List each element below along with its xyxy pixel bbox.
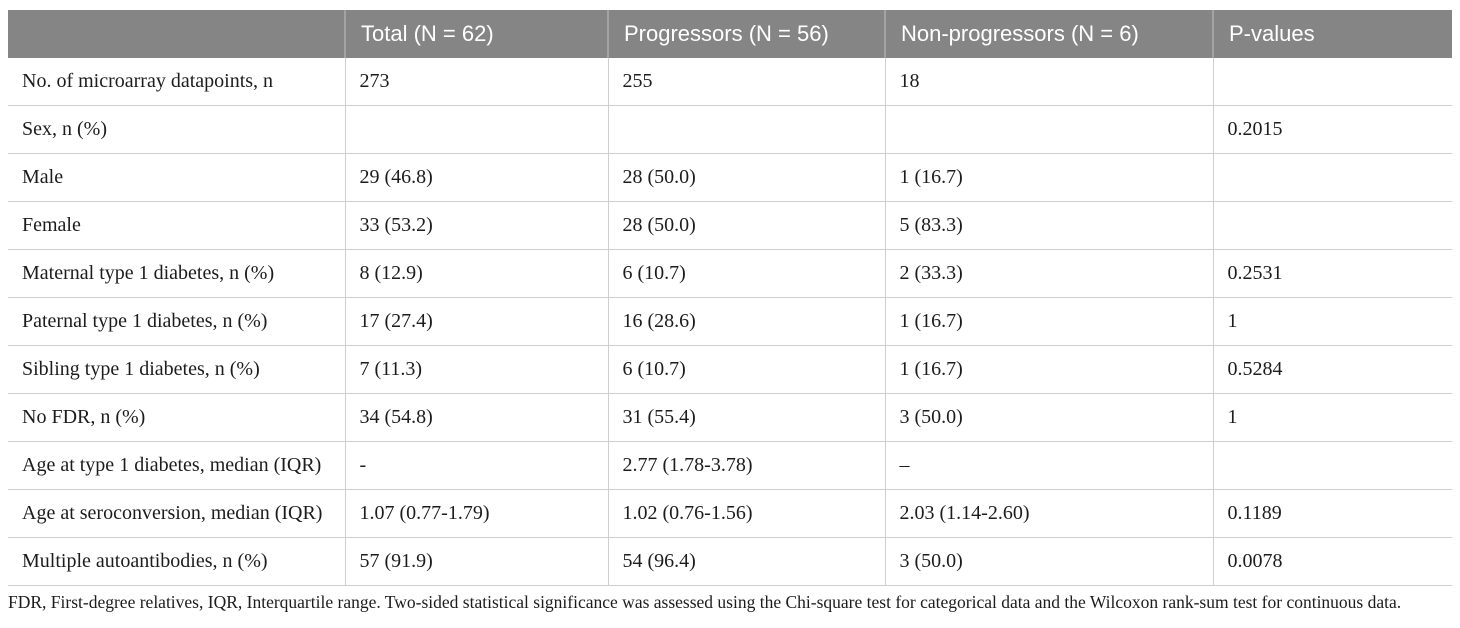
p-value-cell: 1 (1212, 297, 1452, 346)
non-progressors-cell: 1 (16.7) (884, 297, 1213, 346)
p-value-cell: 1 (1212, 393, 1452, 442)
header-total: Total (N = 62) (344, 10, 608, 58)
table-row: Sex, n (%) 0.2015 (8, 105, 1452, 154)
p-value-cell: 0.0078 (1212, 537, 1452, 586)
p-value-cell: 0.2531 (1212, 249, 1452, 298)
non-progressors-cell: 18 (884, 58, 1213, 106)
table-footnote: FDR, First-degree relatives, IQR, Interq… (8, 592, 1402, 612)
table-row: Sibling type 1 diabetes, n (%) 7 (11.3) … (8, 345, 1452, 394)
p-value-cell: 0.5284 (1212, 345, 1452, 394)
total-cell: 7 (11.3) (344, 345, 608, 394)
row-label-cell: Sex, n (%) (8, 105, 345, 154)
header-non-progressors: Non-progressors (N = 6) (884, 10, 1213, 58)
characteristics-table: Total (N = 62) Progressors (N = 56) Non-… (8, 10, 1452, 586)
progressors-cell: 28 (50.0) (607, 201, 885, 250)
progressors-cell: 255 (607, 58, 885, 106)
table-row: No. of microarray datapoints, n 273 255 … (8, 58, 1452, 106)
non-progressors-cell: – (884, 441, 1213, 490)
table-row: Paternal type 1 diabetes, n (%) 17 (27.4… (8, 297, 1452, 346)
p-value-cell (1212, 58, 1452, 106)
total-cell: 273 (344, 58, 608, 106)
table-row: No FDR, n (%) 34 (54.8) 31 (55.4) 3 (50.… (8, 393, 1452, 442)
total-cell: 34 (54.8) (344, 393, 608, 442)
total-cell: 29 (46.8) (344, 153, 608, 202)
progressors-cell: 6 (10.7) (607, 345, 885, 394)
row-label-cell: No FDR, n (%) (8, 393, 345, 442)
total-cell: 17 (27.4) (344, 297, 608, 346)
total-cell: 1.07 (0.77-1.79) (344, 489, 608, 538)
table-row: Male 29 (46.8) 28 (50.0) 1 (16.7) (8, 153, 1452, 202)
header-p-values: P-values (1212, 10, 1452, 58)
header-empty-cell (8, 10, 345, 58)
non-progressors-cell: 5 (83.3) (884, 201, 1213, 250)
row-label-cell: Male (8, 153, 345, 202)
p-value-cell (1212, 201, 1452, 250)
non-progressors-cell: 1 (16.7) (884, 345, 1213, 394)
row-label-cell: No. of microarray datapoints, n (22, 70, 274, 92)
total-cell: 57 (91.9) (344, 537, 608, 586)
progressors-cell: 1.02 (0.76-1.56) (607, 489, 885, 538)
table-header-row: Total (N = 62) Progressors (N = 56) Non-… (8, 10, 1452, 58)
row-label-cell: Paternal type 1 diabetes, n (%) (8, 297, 345, 346)
table-row: Age at type 1 diabetes, median (IQR) - 2… (8, 441, 1452, 490)
total-cell: 8 (12.9) (344, 249, 608, 298)
table-row: Multiple autoantibodies, n (%) 57 (91.9)… (8, 537, 1452, 586)
non-progressors-cell: 3 (50.0) (884, 393, 1213, 442)
row-label-cell: Female (8, 201, 345, 250)
total-cell (344, 105, 608, 154)
row-label-cell: Maternal type 1 diabetes, n (%) (8, 249, 345, 298)
row-label-cell: Multiple autoantibodies, n (%) (8, 537, 345, 586)
table-row: Age at seroconversion, median (IQR) 1.07… (8, 489, 1452, 538)
progressors-cell: 2.77 (1.78-3.78) (607, 441, 885, 490)
row-label-cell: Age at type 1 diabetes, median (IQR) (8, 441, 345, 490)
p-value-cell: 0.1189 (1212, 489, 1452, 538)
progressors-cell (607, 105, 885, 154)
p-value-cell: 0.2015 (1212, 105, 1452, 154)
progressors-cell: 28 (50.0) (607, 153, 885, 202)
header-progressors: Progressors (N = 56) (607, 10, 885, 58)
total-cell: - (344, 441, 608, 490)
row-label-cell: Age at seroconversion, median (IQR) (8, 489, 345, 538)
characteristics-table-container: Total (N = 62) Progressors (N = 56) Non-… (8, 10, 1452, 586)
progressors-cell: 16 (28.6) (607, 297, 885, 346)
progressors-cell: 31 (55.4) (607, 393, 885, 442)
non-progressors-cell: 3 (50.0) (884, 537, 1213, 586)
total-cell: 33 (53.2) (344, 201, 608, 250)
table-row: Maternal type 1 diabetes, n (%) 8 (12.9)… (8, 249, 1452, 298)
progressors-cell: 54 (96.4) (607, 537, 885, 586)
p-value-cell (1212, 153, 1452, 202)
non-progressors-cell: 2.03 (1.14-2.60) (884, 489, 1213, 538)
p-value-cell (1212, 441, 1452, 490)
non-progressors-cell: 2 (33.3) (884, 249, 1213, 298)
row-label-cell: Sibling type 1 diabetes, n (%) (8, 345, 345, 394)
progressors-cell: 6 (10.7) (607, 249, 885, 298)
non-progressors-cell (884, 105, 1213, 154)
table-row: Female 33 (53.2) 28 (50.0) 5 (83.3) (8, 201, 1452, 250)
non-progressors-cell: 1 (16.7) (884, 153, 1213, 202)
